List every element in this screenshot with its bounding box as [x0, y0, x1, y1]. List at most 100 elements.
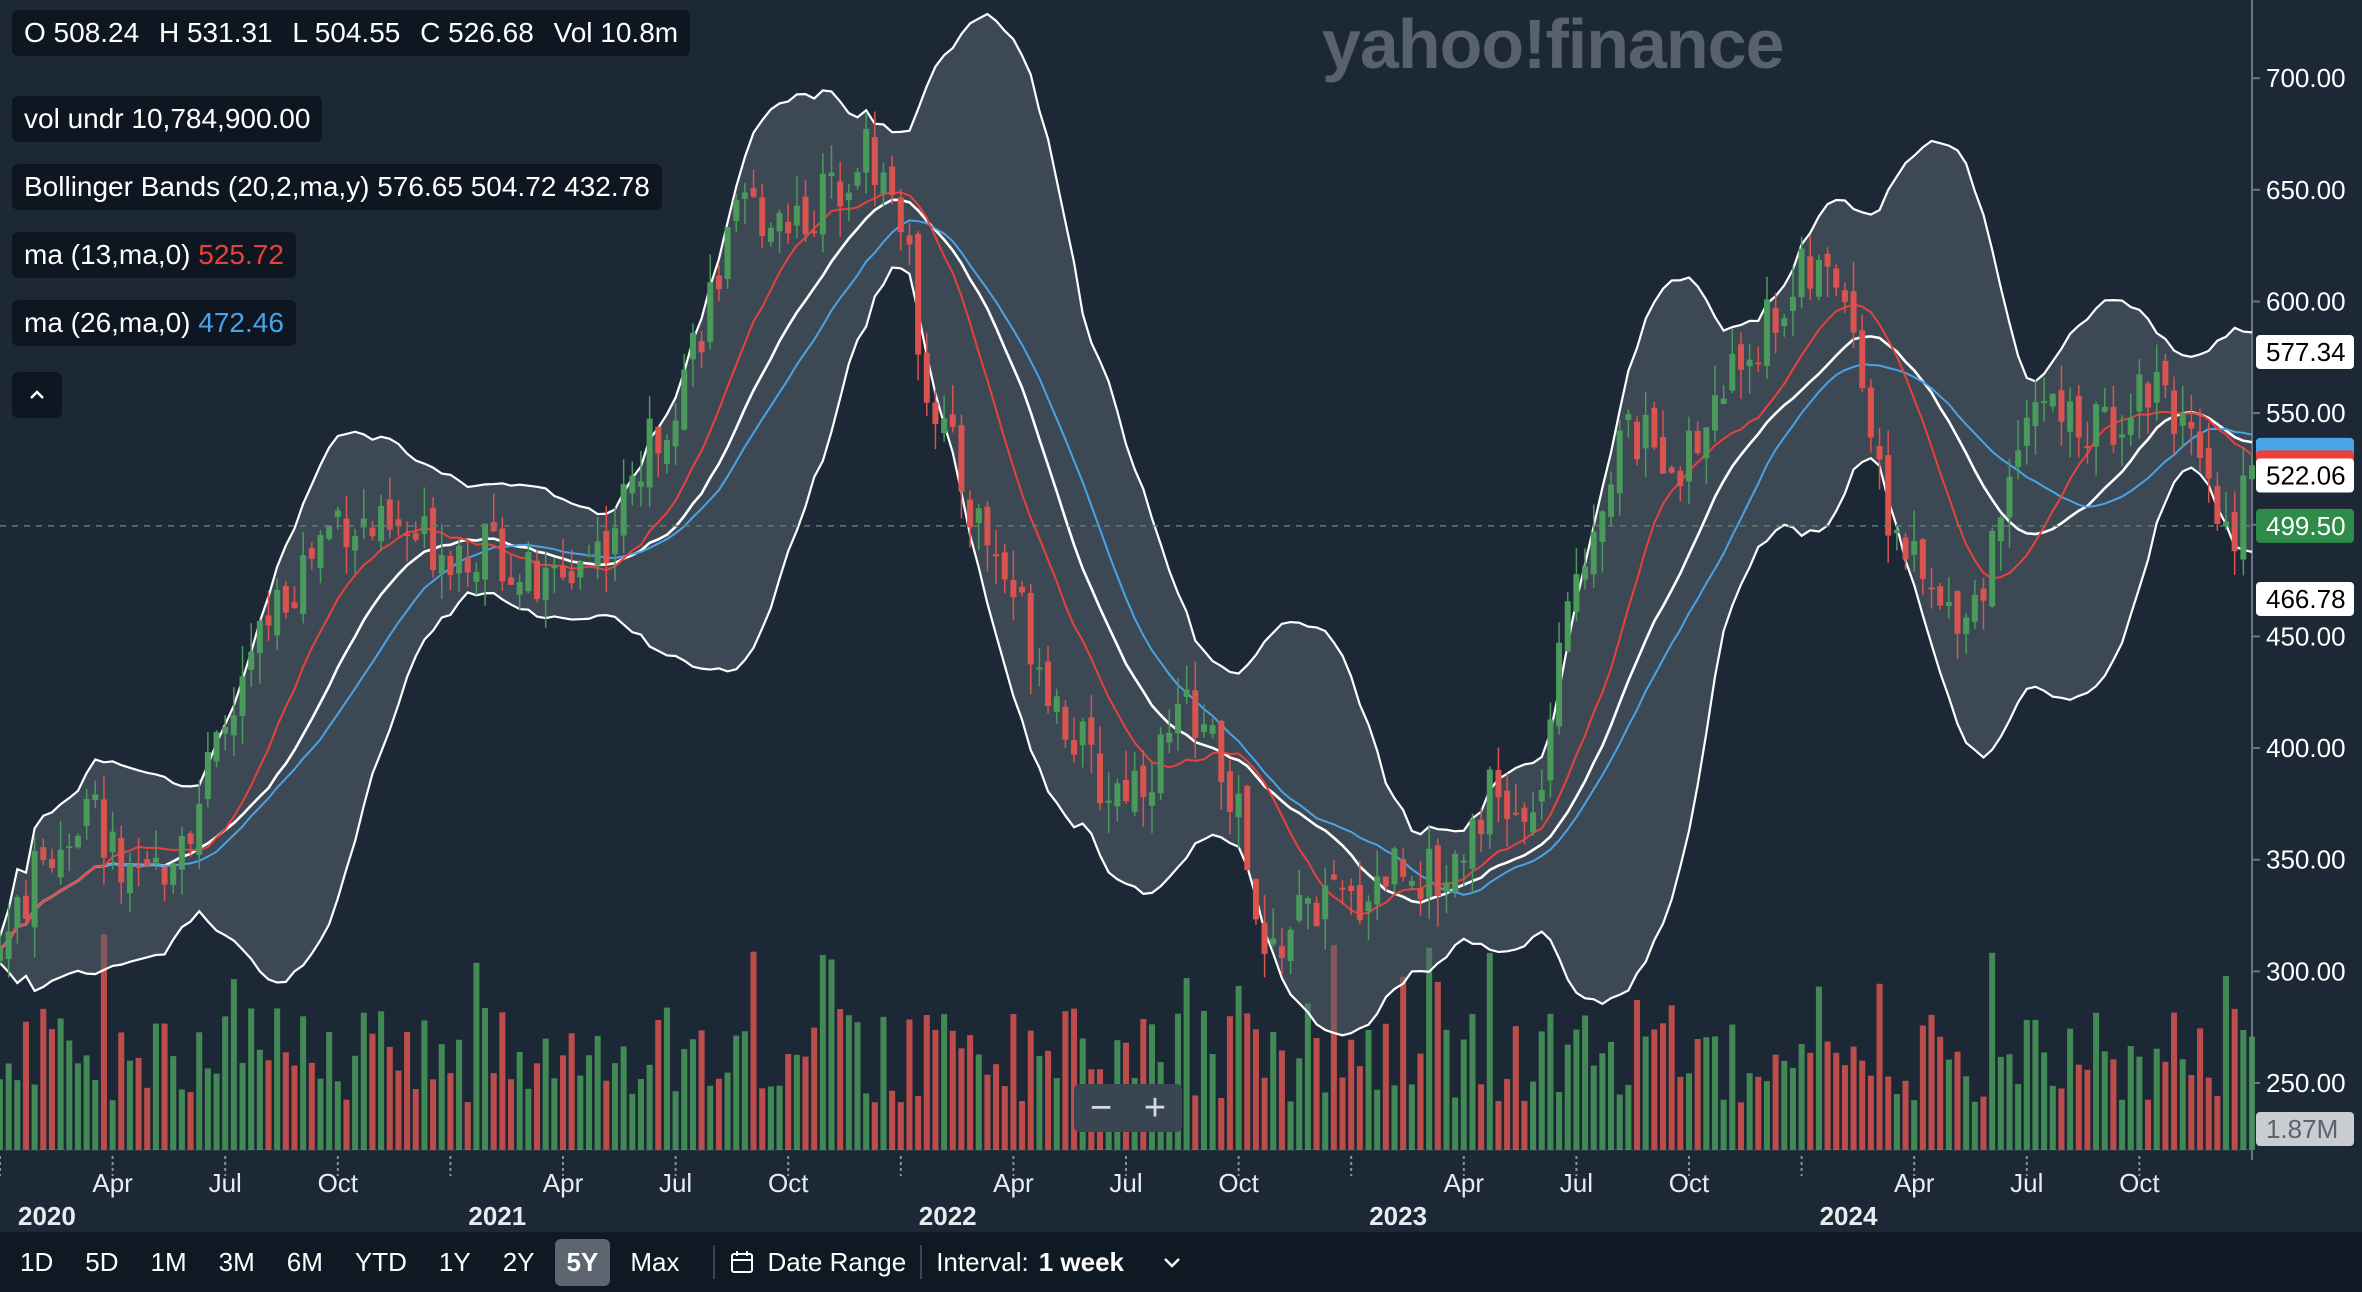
- candle: [40, 838, 47, 866]
- candle-body: [2223, 521, 2230, 527]
- candle-body: [291, 602, 298, 608]
- range-button-1y[interactable]: 1Y: [438, 1246, 471, 1277]
- candle: [655, 426, 662, 477]
- volume-bars: [0, 934, 2256, 1150]
- volume-bar: [863, 1093, 870, 1150]
- candle: [967, 490, 974, 548]
- volume-tag-bg: [2256, 1112, 2354, 1146]
- candle-body: [1737, 344, 1744, 370]
- candle: [681, 354, 688, 431]
- volume-bar: [1019, 1101, 1026, 1150]
- candle-body: [40, 847, 47, 860]
- candle-body: [993, 554, 1000, 557]
- collapse-legend-button[interactable]: [12, 372, 62, 418]
- candle: [568, 549, 575, 590]
- volume-bar: [291, 1065, 298, 1150]
- candle: [1365, 895, 1372, 941]
- candle-body: [655, 426, 662, 454]
- candle: [1815, 254, 1822, 301]
- candle: [1867, 379, 1874, 453]
- interval-label: Interval:: [936, 1246, 1029, 1277]
- candle-body: [1711, 395, 1718, 431]
- candle: [1382, 876, 1389, 892]
- price-tag-label: 499.50: [2266, 511, 2346, 541]
- low-value: L 504.55: [292, 17, 401, 48]
- ma13-legend[interactable]: ma (13,ma,0) 525.72: [12, 232, 296, 278]
- candle-body: [1876, 445, 1883, 460]
- candle: [230, 687, 237, 757]
- candle: [1019, 581, 1026, 597]
- candle-body: [1824, 253, 1831, 267]
- candle-body: [551, 565, 558, 569]
- interval-select[interactable]: Interval: 1 week: [936, 1247, 1186, 1278]
- candle: [5, 903, 12, 978]
- volume-bar: [2127, 1046, 2134, 1150]
- candle-body: [1174, 703, 1181, 734]
- candle: [343, 495, 350, 574]
- bollinger-legend[interactable]: Bollinger Bands (20,2,ma,y) 576.65 504.7…: [12, 164, 662, 210]
- candle-body: [308, 547, 315, 559]
- candle-body: [222, 726, 229, 734]
- candle-body: [594, 541, 601, 566]
- candle-body: [1538, 789, 1545, 802]
- candle: [932, 389, 939, 450]
- candle: [1599, 510, 1606, 573]
- volume-bar: [2197, 1028, 2204, 1150]
- candle: [2041, 377, 2048, 422]
- volume-bar: [1703, 1037, 1710, 1150]
- range-button-2y[interactable]: 2Y: [502, 1246, 535, 1277]
- volume-bar: [949, 1030, 956, 1150]
- zoom-out-button[interactable]: −: [1089, 1086, 1113, 1129]
- range-button-6m[interactable]: 6M: [286, 1246, 323, 1277]
- candle-body: [759, 197, 766, 237]
- candle-body: [1720, 398, 1727, 404]
- zoom-in-button[interactable]: +: [1143, 1086, 1167, 1129]
- volume-bar: [1582, 1015, 1589, 1150]
- ma13-label: ma (13,ma,0): [24, 239, 191, 270]
- candle-body: [1079, 721, 1086, 746]
- x-month-label: Jul: [659, 1168, 692, 1198]
- candle-body: [1729, 353, 1736, 391]
- candle-body: [1019, 586, 1026, 593]
- candle-body: [1945, 602, 1952, 606]
- candle-body: [2127, 418, 2134, 435]
- volume-bar: [655, 1019, 662, 1150]
- volume-bar: [603, 1080, 610, 1150]
- candle: [473, 562, 480, 596]
- candle-body: [1244, 785, 1251, 871]
- volume-bar: [880, 1016, 887, 1150]
- volume-bar: [1755, 1076, 1762, 1150]
- range-button-max[interactable]: Max: [630, 1246, 680, 1277]
- x-month-label: Jul: [209, 1168, 242, 1198]
- ma26-legend[interactable]: ma (26,ma,0) 472.46: [12, 300, 296, 346]
- volume-bar: [343, 1099, 350, 1150]
- volume-bar: [1287, 1101, 1294, 1150]
- volume-bar: [2162, 1061, 2169, 1150]
- range-button-5y[interactable]: 5Y: [554, 1238, 611, 1286]
- candle-body: [1071, 740, 1078, 755]
- candle-body: [161, 866, 168, 885]
- candle-body: [1261, 922, 1268, 954]
- candle-body: [958, 425, 965, 492]
- range-button-5d[interactable]: 5D: [85, 1246, 119, 1277]
- y-tick-label: 250.00: [2266, 1068, 2346, 1098]
- candle-body: [178, 836, 185, 870]
- candle: [48, 848, 55, 873]
- volume-bar: [100, 934, 107, 1150]
- volume-bar: [629, 1093, 636, 1150]
- date-range-button[interactable]: Date Range: [729, 1247, 906, 1278]
- candle: [906, 222, 913, 265]
- range-button-3m[interactable]: 3M: [218, 1246, 255, 1277]
- volume-bar: [1330, 945, 1337, 1150]
- vol-undr-legend[interactable]: vol undr 10,784,900.00: [12, 96, 323, 142]
- price-chart[interactable]: 250.00300.00350.00400.00450.00500.00550.…: [0, 0, 2362, 1232]
- candle: [74, 833, 81, 849]
- volume-bar: [1789, 1067, 1796, 1150]
- range-button-1m[interactable]: 1M: [150, 1246, 187, 1277]
- range-button-1d[interactable]: 1D: [20, 1246, 54, 1277]
- volume-bar: [2041, 1052, 2048, 1150]
- candle-body: [1140, 765, 1147, 797]
- range-button-ytd[interactable]: YTD: [354, 1246, 407, 1277]
- candle: [2006, 458, 2013, 548]
- volume-bar: [1798, 1044, 1805, 1150]
